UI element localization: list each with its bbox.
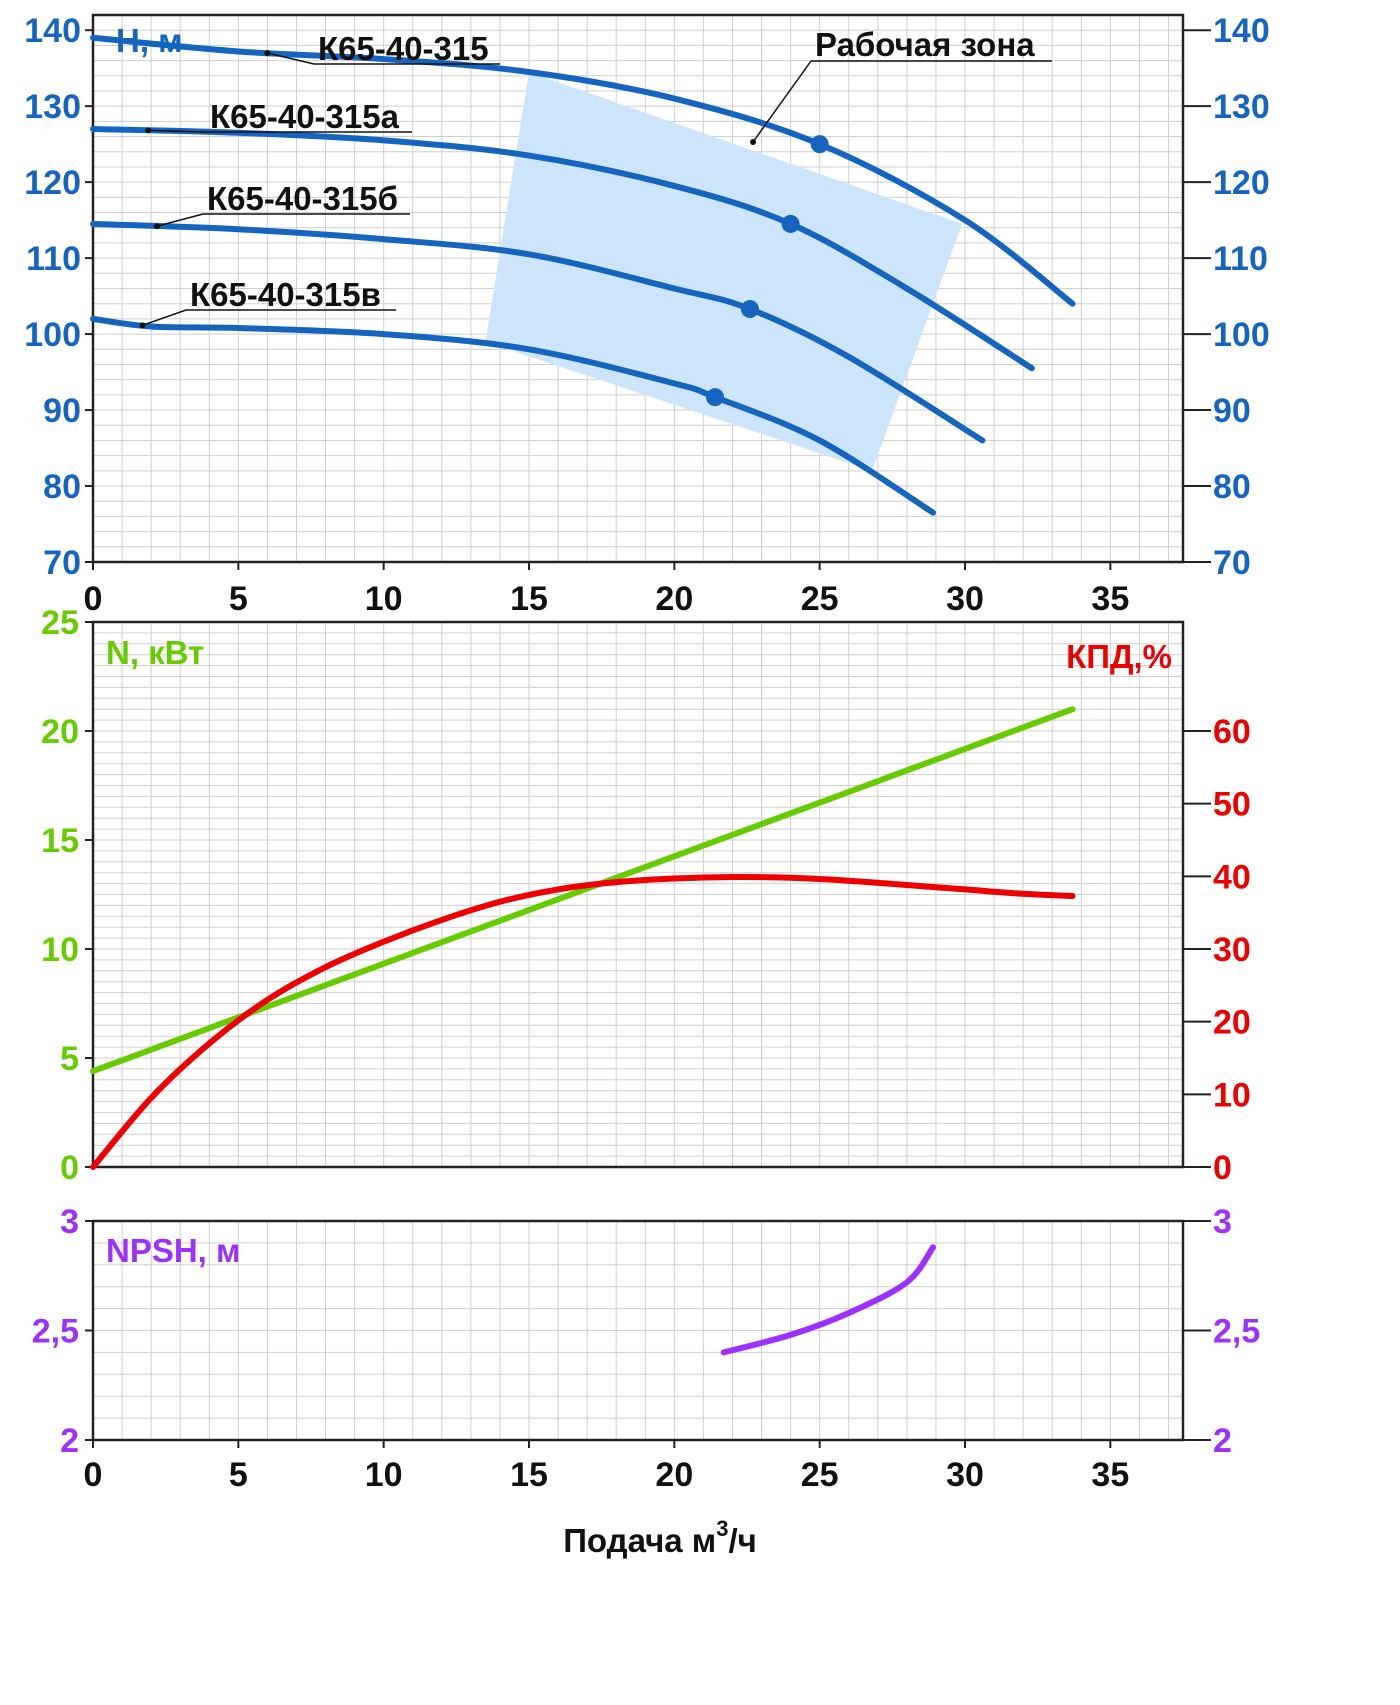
y-tick-label-right: 2 [1213,1422,1232,1460]
operating-point-0 [810,135,829,154]
y-tick-label-left: 100 [24,316,81,354]
y-tick-label-right: 140 [1213,12,1270,50]
working-zone-area [485,71,963,471]
x-tick-label: 15 [510,580,548,618]
y-tick-label-left: 2,5 [32,1313,79,1351]
operating-point-3 [706,388,725,407]
x-axis-title-main: Подача м [563,1522,716,1559]
x-tick-label: 0 [84,1456,103,1494]
npsh-axis-title: NPSH, м [106,1232,240,1269]
x-tick-label: 35 [1091,580,1129,618]
x-tick-label: 5 [229,580,248,618]
y-tick-label-right: 100 [1213,316,1270,354]
working-zone-label: Рабочая зона [815,26,1035,63]
head-curve-2 [90,220,986,444]
efficiency-curve [90,874,1076,1170]
y-tick-label-right: 130 [1213,88,1270,126]
x-tick-label: 25 [801,1456,839,1494]
y-tick-label-right: 10 [1213,1076,1251,1114]
y-tick-label-right: 30 [1213,931,1251,969]
x-axis-title-superscript: 3 [716,1516,728,1541]
series-label-2: К65-40-315б [207,180,398,217]
y-tick-label-left: 5 [60,1040,79,1078]
y-tick-label-right: 80 [1213,468,1251,506]
x-tick-label: 10 [365,580,403,618]
y-tick-label-left: 2 [60,1422,79,1460]
working-zone-leader [752,60,812,143]
y-tick-label-left: 0 [60,1149,79,1187]
y-tick-label-right: 60 [1213,713,1251,751]
y-tick-label-left: 70 [43,544,81,582]
head-curve-3 [90,315,937,516]
y-tick-label-left: 3 [60,1203,79,1241]
x-tick-label: 15 [510,1456,548,1494]
x-tick-label: 20 [655,580,693,618]
power-efficiency-chart: 0 5 10 15 20 25 0 10 20 30 40 50 60 N, кВт КПД,% [41,604,1251,1187]
series-label-1: К65-40-315а [210,98,400,135]
operating-point-1 [781,214,800,233]
y-tick-label-left: 25 [41,604,79,642]
x-tick-label: 30 [946,580,984,618]
y-tick-label-left: 80 [43,468,81,506]
series-label-leader [148,129,207,133]
x-axis-title: Подача м3/ч [563,1516,757,1559]
y-tick-label-right: 110 [1213,240,1268,278]
x-tick-label: 25 [801,580,839,618]
series-label-leader [142,309,187,327]
x-tick-label: 30 [946,1456,984,1494]
series-label-leader [267,52,315,65]
y-tick-label-left: 110 [26,240,81,278]
x-tick-label: 0 [84,580,103,618]
y-tick-label-right: 50 [1213,786,1251,824]
power-axis-title: N, кВт [106,634,204,671]
npsh-curve [720,1244,937,1356]
y-tick-label-right: 3 [1213,1203,1232,1241]
panel-frame [91,620,1185,1169]
y-tick-label-right: 2,5 [1213,1313,1260,1351]
x-axis-title-unit: /ч [728,1522,756,1559]
y-tick-label-left: 90 [43,392,81,430]
head-curve-0 [90,34,1076,307]
efficiency-axis-title: КПД,% [1066,638,1172,675]
x-tick-label: 5 [229,1456,248,1494]
y-tick-label-right: 90 [1213,392,1251,430]
y-tick-label-right: 70 [1213,544,1251,582]
x-tick-label: 20 [655,1456,693,1494]
operating-point-2 [740,300,759,319]
series-label-anchor [153,223,160,230]
series-label-3: К65-40-315в [190,276,381,313]
x-tick-label: 10 [365,1456,403,1494]
series-label-anchor [145,127,152,134]
series-label-0: К65-40-315 [318,30,489,67]
series-label-leader [156,213,204,227]
y-tick-label-right: 0 [1213,1149,1232,1187]
head-curve-1 [90,125,1035,372]
y-tick-label-left: 140 [24,12,81,50]
x-tick-label: 35 [1091,1456,1129,1494]
y-tick-label-left: 10 [41,931,79,969]
working-zone-anchor [750,139,756,145]
y-tick-label-left: 130 [24,88,81,126]
y-tick-label-left: 15 [41,822,79,860]
y-tick-label-right: 40 [1213,858,1251,896]
y-tick-label-right: 120 [1213,164,1270,202]
series-label-anchor [264,49,271,56]
panel-frame [91,13,1185,564]
series-label-anchor [139,322,146,329]
y-tick-label-right: 20 [1213,1004,1251,1042]
y-tick-label-left: 20 [41,713,79,751]
y-tick-label-left: 120 [24,164,81,202]
